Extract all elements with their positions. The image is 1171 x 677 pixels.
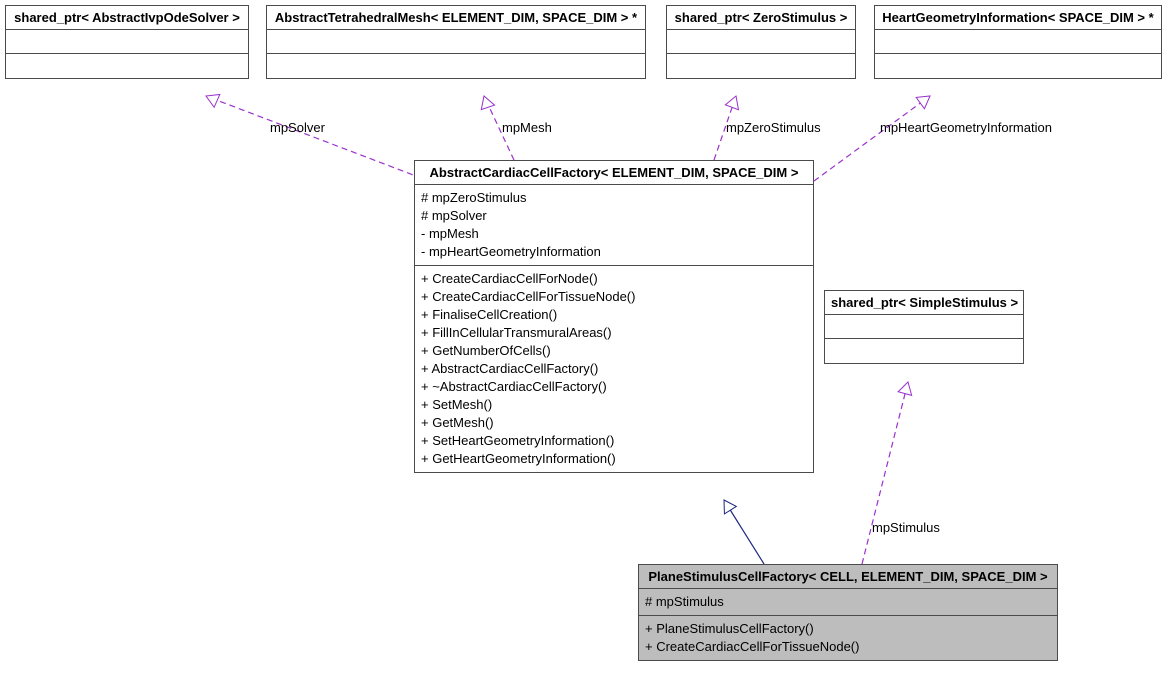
attr-line: - mpMesh: [421, 225, 807, 243]
op-line: + SetMesh(): [421, 396, 807, 414]
class-node-heart[interactable]: HeartGeometryInformation< SPACE_DIM > *: [874, 5, 1162, 79]
class-node-plane[interactable]: PlaneStimulusCellFactory< CELL, ELEMENT_…: [638, 564, 1058, 661]
op-line: + GetHeartGeometryInformation(): [421, 450, 807, 468]
class-node-mesh[interactable]: AbstractTetrahedralMesh< ELEMENT_DIM, SP…: [266, 5, 646, 79]
edge-label-mpMesh: mpMesh: [502, 120, 552, 135]
edge-label-mpSolver: mpSolver: [270, 120, 325, 135]
class-attributes: [267, 30, 645, 54]
op-line: + SetHeartGeometryInformation(): [421, 432, 807, 450]
class-title: AbstractTetrahedralMesh< ELEMENT_DIM, SP…: [267, 6, 645, 30]
attr-line: - mpHeartGeometryInformation: [421, 243, 807, 261]
attr-line: # mpStimulus: [645, 593, 1051, 611]
op-line: + FinaliseCellCreation(): [421, 306, 807, 324]
class-title: shared_ptr< AbstractIvpOdeSolver >: [6, 6, 248, 30]
class-node-solver[interactable]: shared_ptr< AbstractIvpOdeSolver >: [5, 5, 249, 79]
class-operations: + CreateCardiacCellForNode()+ CreateCard…: [415, 266, 813, 472]
op-line: + CreateCardiacCellForNode(): [421, 270, 807, 288]
class-node-simple[interactable]: shared_ptr< SimpleStimulus >: [824, 290, 1024, 364]
class-node-factory[interactable]: AbstractCardiacCellFactory< ELEMENT_DIM,…: [414, 160, 814, 473]
op-line: + CreateCardiacCellForTissueNode(): [421, 288, 807, 306]
op-line: + GetMesh(): [421, 414, 807, 432]
class-operations: [667, 54, 855, 78]
op-line: + PlaneStimulusCellFactory(): [645, 620, 1051, 638]
edge-label-mpStimulus: mpStimulus: [872, 520, 940, 535]
class-attributes: [875, 30, 1161, 54]
class-operations: [875, 54, 1161, 78]
attr-line: # mpZeroStimulus: [421, 189, 807, 207]
op-line: + FillInCellularTransmuralAreas(): [421, 324, 807, 342]
edge-label-mpHeartGeometryInformation: mpHeartGeometryInformation: [880, 120, 1052, 135]
class-operations: [825, 339, 1023, 363]
class-operations: [6, 54, 248, 78]
class-attributes: # mpStimulus: [639, 589, 1057, 616]
op-line: + GetNumberOfCells(): [421, 342, 807, 360]
class-title: PlaneStimulusCellFactory< CELL, ELEMENT_…: [639, 565, 1057, 589]
class-title: AbstractCardiacCellFactory< ELEMENT_DIM,…: [415, 161, 813, 185]
class-operations: + PlaneStimulusCellFactory()+ CreateCard…: [639, 616, 1057, 660]
class-title: HeartGeometryInformation< SPACE_DIM > *: [875, 6, 1161, 30]
op-line: + AbstractCardiacCellFactory(): [421, 360, 807, 378]
attr-line: # mpSolver: [421, 207, 807, 225]
class-operations: [267, 54, 645, 78]
op-line: + ~AbstractCardiacCellFactory(): [421, 378, 807, 396]
edge-label-mpZeroStimulus: mpZeroStimulus: [726, 120, 821, 135]
class-attributes: # mpZeroStimulus# mpSolver- mpMesh- mpHe…: [415, 185, 813, 266]
class-attributes: [667, 30, 855, 54]
class-title: shared_ptr< SimpleStimulus >: [825, 291, 1023, 315]
class-attributes: [825, 315, 1023, 339]
class-attributes: [6, 30, 248, 54]
op-line: + CreateCardiacCellForTissueNode(): [645, 638, 1051, 656]
class-title: shared_ptr< ZeroStimulus >: [667, 6, 855, 30]
class-node-zero[interactable]: shared_ptr< ZeroStimulus >: [666, 5, 856, 79]
